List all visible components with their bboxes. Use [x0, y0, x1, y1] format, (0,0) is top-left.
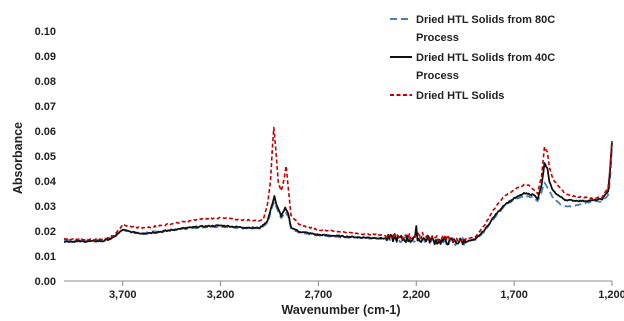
legend: Dried HTL Solids from 80C Process Dried HT… [390, 14, 555, 102]
series-line-3 [63, 126, 613, 243]
y-tick-label: 0.10 [35, 26, 56, 38]
series-line-2 [63, 142, 613, 246]
axes: 0.00 0.01 0.02 0.03 0.04 0.05 0.06 0.07 0.08 0.09… [35, 26, 624, 301]
legend-label-2: Dried HTL Solids from 40C Process [416, 52, 555, 82]
y-tick-label: 0.05 [35, 151, 56, 163]
y-tick-label: 0.07 [35, 101, 56, 113]
x-tick-label: 2,700 [305, 289, 333, 301]
y-tick-label: 0.04 [35, 176, 57, 188]
y-tick-label: 0.00 [35, 276, 56, 288]
x-tick-label: 1,200 [598, 289, 624, 301]
x-axis-title: Wavenumber (cm-1) [281, 303, 400, 317]
legend-label-3: Dried HTL Solids [416, 90, 504, 102]
y-tick-label: 0.02 [35, 226, 56, 238]
legend-label-1: Dried HTL Solids from 80C Process [416, 14, 555, 44]
x-tick-label: 3,200 [207, 289, 235, 301]
x-tick-label: 3,700 [109, 289, 137, 301]
x-tick-label: 2,200 [403, 289, 431, 301]
y-tick-label: 0.03 [35, 201, 56, 213]
x-tick-label: 1,700 [500, 289, 528, 301]
y-tick-label: 0.08 [35, 76, 56, 88]
y-tick-label: 0.09 [35, 51, 56, 63]
series-line-1 [63, 144, 613, 247]
y-tick-label: 0.01 [35, 251, 56, 263]
y-tick-label: 0.06 [35, 126, 56, 138]
y-axis-title: Absorbance [11, 122, 25, 194]
series-layer [63, 126, 613, 247]
